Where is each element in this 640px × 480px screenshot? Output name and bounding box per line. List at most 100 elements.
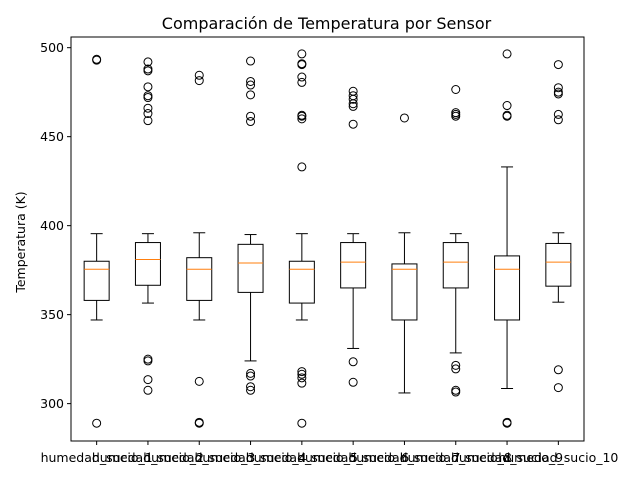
outlier-point: [297, 59, 307, 69]
outlier-point: [451, 385, 461, 395]
box-iqr: [237, 243, 264, 293]
box-group-10: [545, 60, 572, 393]
outlier-point: [143, 385, 153, 395]
box-iqr: [442, 242, 469, 289]
outlier-point: [143, 356, 153, 366]
y-tick-label: 400: [40, 218, 64, 233]
outlier-point: [297, 373, 307, 383]
outlier-point: [297, 378, 307, 388]
outlier-point: [143, 375, 153, 385]
x-tick-label: humedad_sucio_5: [246, 450, 358, 465]
x-tick-label: humedad_sucio_7: [348, 450, 460, 465]
outlier-point: [143, 57, 153, 67]
box-iqr: [288, 260, 315, 304]
outlier-point: [348, 377, 358, 387]
outlier-point: [143, 82, 153, 92]
outlier-point: [553, 383, 563, 393]
x-tick-label: humedad_sucio_6: [297, 450, 409, 465]
box-group-7: [391, 113, 418, 394]
outlier-point: [246, 80, 256, 90]
outlier-point: [348, 86, 358, 96]
outlier-point: [246, 368, 256, 378]
outlier-point: [246, 56, 256, 66]
outlier-point: [194, 76, 204, 86]
box-iqr: [186, 257, 213, 301]
outlier-point: [143, 64, 153, 74]
outlier-point: [502, 101, 512, 111]
outlier-point: [143, 354, 153, 364]
outlier-point: [451, 85, 461, 95]
outlier-point: [553, 115, 563, 125]
outlier-point: [348, 357, 358, 367]
y-tick-label: 450: [40, 129, 64, 144]
y-axis-label: Temperatura (K): [13, 191, 28, 293]
outlier-point: [297, 49, 307, 59]
outlier-point: [246, 371, 256, 381]
outlier-point: [553, 83, 563, 93]
outlier-point: [297, 72, 307, 82]
outlier-point: [451, 109, 461, 119]
outlier-point: [194, 376, 204, 386]
outlier-point: [143, 66, 153, 76]
outlier-point: [297, 77, 307, 87]
outlier-point: [194, 417, 204, 427]
outlier-point: [297, 367, 307, 377]
outlier-point: [297, 162, 307, 172]
outlier-point: [451, 360, 461, 370]
outlier-point: [553, 365, 563, 375]
outlier-point: [92, 418, 102, 428]
outlier-point: [451, 364, 461, 374]
outlier-point: [348, 101, 358, 111]
outlier-point: [553, 60, 563, 70]
outlier-point: [451, 387, 461, 397]
outlier-point: [143, 116, 153, 126]
outlier-point: [399, 113, 409, 123]
outlier-point: [502, 49, 512, 59]
box-iqr: [134, 242, 161, 286]
chart-title: Comparación de Temperatura por Sensor: [162, 14, 492, 33]
outlier-point: [246, 76, 256, 86]
box-iqr: [83, 260, 110, 301]
outlier-point: [297, 418, 307, 428]
box-group-4: [237, 56, 264, 395]
box-group-3: [186, 70, 213, 428]
box-group-8: [442, 85, 469, 397]
outlier-point: [502, 110, 512, 120]
box-group-2: [134, 57, 161, 395]
outlier-point: [348, 91, 358, 101]
box-iqr: [494, 255, 521, 321]
y-tick-label: 300: [40, 396, 64, 411]
outlier-point: [246, 90, 256, 100]
box-iqr: [391, 263, 418, 321]
x-tick-label: humedad_sucio_1: [41, 450, 153, 465]
outlier-point: [92, 54, 102, 64]
outlier-point: [143, 109, 153, 119]
plot-area: [83, 49, 572, 428]
outlier-point: [451, 108, 461, 118]
box-group-1: [83, 54, 110, 428]
outlier-point: [297, 110, 307, 120]
y-tick-label: 350: [40, 307, 64, 322]
outlier-point: [246, 382, 256, 392]
plot-frame: [70, 36, 585, 442]
box-group-6: [340, 86, 367, 387]
outlier-point: [297, 369, 307, 379]
outlier-point: [348, 119, 358, 129]
x-tick-label: humedad_sucio_8: [400, 450, 512, 465]
outlier-point: [502, 417, 512, 427]
outlier-point: [297, 114, 307, 124]
outlier-point: [553, 87, 563, 97]
y-tick-label: 500: [40, 40, 64, 55]
box-iqr: [545, 242, 572, 287]
box-group-9: [494, 49, 521, 428]
x-tick-label: humedad_sucio_4: [194, 450, 306, 465]
outlier-point: [246, 111, 256, 121]
axes: humedad_sucio_1humedad_sucio_2humedad_su…: [40, 36, 618, 465]
outlier-point: [194, 70, 204, 80]
x-tick-label: humedad_sucio_3: [143, 450, 255, 465]
outlier-point: [143, 91, 153, 101]
outlier-point: [553, 109, 563, 119]
x-tick-label: humedad_sucio_10: [498, 450, 618, 465]
x-tick-label: humedad_sucio_2: [92, 450, 204, 465]
